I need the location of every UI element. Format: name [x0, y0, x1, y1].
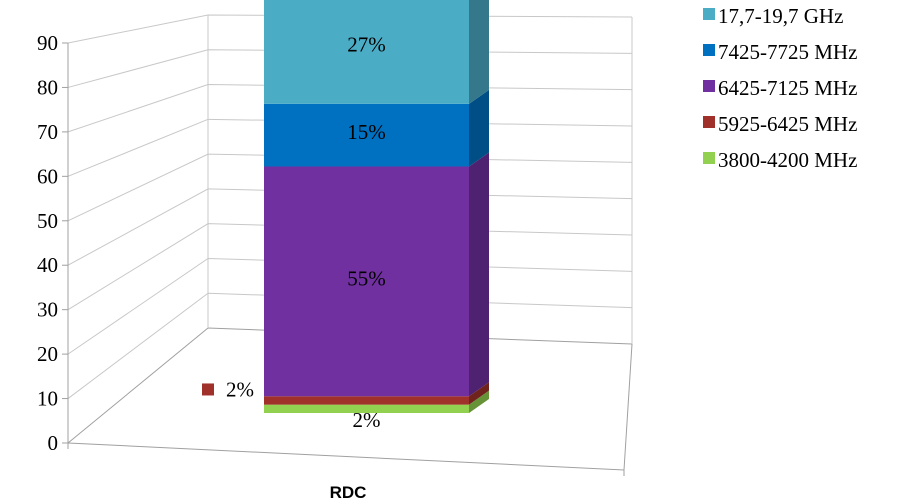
bar-segment-side: [469, 0, 489, 104]
legend-label: 5925-6425 MHz: [718, 112, 857, 136]
bar-segment: [264, 396, 469, 405]
legend-label: 17,7-19,7 GHz: [718, 4, 843, 28]
data-label: 27%: [347, 32, 386, 56]
y-tick-label: 60: [37, 164, 58, 188]
legend-swatch: [703, 44, 715, 56]
legend: 17,7-19,7 GHz 7425-7725 MHz 6425-7125 MHz 5…: [703, 4, 857, 172]
bar-segment: [264, 103, 469, 167]
legend-swatch: [703, 116, 715, 128]
data-label: 2%: [353, 408, 381, 432]
legend-swatch: [703, 8, 715, 20]
data-label: 55%: [347, 266, 386, 290]
y-axis: 0 10 20 30 40 50 60 70 80 90: [37, 31, 625, 476]
legend-label: 3800-4200 MHz: [718, 148, 857, 172]
legend-label: 7425-7725 MHz: [718, 40, 857, 64]
x-category-label: RDC: [330, 483, 367, 502]
y-tick-label: 10: [37, 387, 58, 411]
bar-segment-side: [469, 390, 489, 413]
legend-label: 6425-7125 MHz: [718, 76, 857, 100]
y-tick-label: 80: [37, 75, 58, 99]
y-tick-label: 70: [37, 120, 58, 144]
y-tick-label: 20: [37, 342, 58, 366]
stacked-bar: [264, 0, 489, 413]
legend-swatch: [703, 152, 715, 164]
y-tick-label: 0: [48, 431, 59, 455]
data-label-key: [202, 383, 214, 396]
bar-segment-side: [469, 152, 489, 397]
bar-segment: [264, 0, 469, 104]
y-tick-label: 40: [37, 253, 58, 277]
y-tick-label: 90: [37, 31, 58, 55]
bar-segment: [264, 404, 469, 413]
data-labels: 2% 2% 55% 15% 27%: [202, 32, 386, 432]
data-label: 2%: [226, 377, 254, 401]
y-tick-label: 50: [37, 209, 58, 233]
bar-segment-side: [469, 89, 489, 167]
y-tick-label: 30: [37, 298, 58, 322]
legend-swatch: [703, 80, 715, 92]
bar-segment: [264, 166, 469, 397]
bar-segment-side: [469, 382, 489, 405]
data-label: 15%: [347, 120, 386, 144]
